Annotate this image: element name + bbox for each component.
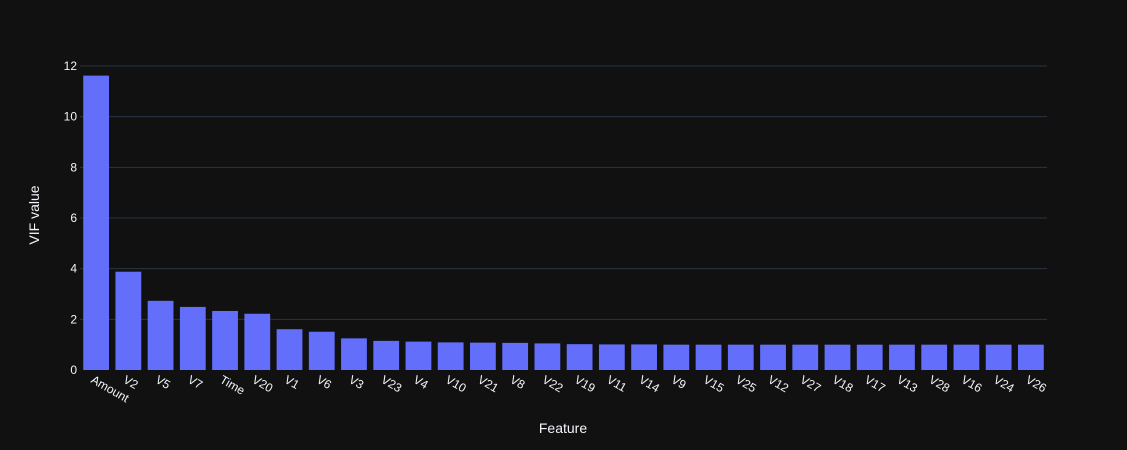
x-tick-label: V1 — [282, 372, 302, 392]
x-tick-label: V24 — [991, 372, 1017, 395]
bar-v21[interactable] — [470, 342, 496, 370]
x-tick-label: V21 — [475, 372, 501, 395]
x-tick-label: V15 — [701, 372, 727, 395]
bar-v12[interactable] — [760, 344, 786, 370]
bar-v19[interactable] — [566, 344, 593, 370]
x-tick-label: V18 — [830, 372, 856, 395]
x-tick-label: V17 — [862, 372, 888, 395]
bar-v4[interactable] — [405, 341, 432, 370]
bar-v15[interactable] — [695, 344, 722, 370]
y-tick-label: 10 — [64, 110, 78, 124]
x-tick-label: V19 — [572, 372, 598, 395]
bar-v13[interactable] — [889, 344, 915, 370]
bar-v22[interactable] — [534, 343, 561, 370]
y-tick-label: 8 — [70, 160, 77, 174]
y-tick-label: 12 — [64, 59, 78, 73]
y-axis-title: VIF value — [26, 185, 42, 244]
y-tick-label: 2 — [70, 312, 77, 326]
bar-v5[interactable] — [147, 300, 174, 370]
bar-v6[interactable] — [308, 331, 335, 370]
bars — [83, 75, 1044, 371]
bar-v27[interactable] — [792, 344, 819, 370]
bar-v9[interactable] — [663, 344, 690, 370]
bar-v25[interactable] — [727, 344, 754, 370]
x-tick-label: V27 — [798, 372, 824, 395]
bar-v7[interactable] — [179, 306, 206, 370]
bar-v3[interactable] — [341, 338, 367, 370]
bar-v2[interactable] — [115, 271, 142, 370]
bar-v24[interactable] — [985, 344, 1012, 370]
x-tick-label: V3 — [346, 372, 366, 392]
y-tick-label: 4 — [70, 262, 77, 276]
bar-v26[interactable] — [1017, 344, 1044, 370]
bar-amount[interactable] — [83, 75, 110, 371]
x-tick-label: V25 — [733, 372, 759, 395]
x-tick-label: V2 — [121, 372, 141, 392]
x-axis-title: Feature — [539, 420, 587, 436]
x-tick-label: V9 — [669, 372, 689, 392]
x-tick-label: V13 — [894, 372, 920, 395]
x-tick-label: V16 — [959, 372, 985, 395]
bar-v10[interactable] — [437, 342, 464, 370]
x-tick-label: V11 — [604, 372, 629, 395]
x-tick-label: V28 — [927, 372, 953, 395]
bar-v1[interactable] — [276, 329, 303, 370]
y-tick-label: 6 — [70, 211, 77, 225]
bar-v23[interactable] — [373, 340, 400, 370]
x-tick-label: V23 — [379, 372, 405, 395]
x-tick-label: V22 — [540, 372, 566, 395]
x-tick-label: V14 — [637, 372, 663, 395]
bar-v17[interactable] — [856, 344, 883, 370]
bar-v8[interactable] — [502, 342, 529, 370]
x-tick-label: V5 — [153, 372, 173, 392]
x-tick-label: V4 — [411, 372, 431, 392]
bar-v28[interactable] — [921, 344, 948, 370]
bar-v14[interactable] — [631, 344, 657, 370]
x-tick-label: V6 — [314, 372, 334, 392]
gridlines — [80, 65, 1047, 320]
bar-v18[interactable] — [824, 344, 851, 370]
bar-v16[interactable] — [953, 344, 980, 370]
y-tick-label: 0 — [70, 363, 77, 377]
x-tick-label: V26 — [1023, 372, 1049, 395]
x-tick-label: V8 — [508, 372, 528, 392]
x-tick-label: Time — [218, 372, 248, 397]
x-tick-label: V12 — [766, 372, 792, 395]
x-tick-label: V7 — [185, 372, 205, 392]
bar-v20[interactable] — [244, 313, 271, 370]
x-tick-label: V10 — [443, 372, 469, 395]
bar-v11[interactable] — [598, 344, 625, 370]
x-tick-label: V20 — [250, 372, 276, 395]
bar-time[interactable] — [212, 310, 238, 370]
y-axis-ticks: 0 2 4 6 8 10 12 — [64, 59, 78, 377]
